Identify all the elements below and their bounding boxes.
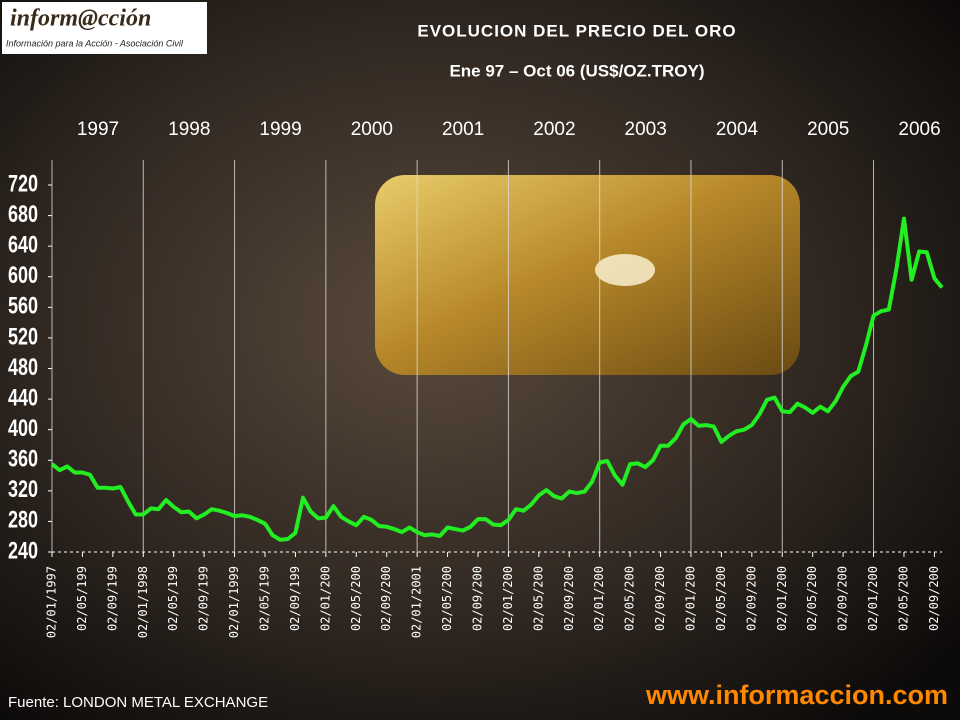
- logo-box: [2, 2, 207, 54]
- year-label: 1997: [77, 119, 119, 140]
- y-tick-label: 640: [8, 232, 38, 258]
- y-tick-label: 600: [8, 263, 38, 289]
- x-tick-label: 02/09/199: [197, 566, 211, 631]
- x-tick-label: 02/01/200: [683, 566, 697, 631]
- gold-bar: [375, 175, 800, 375]
- x-tick-label: 02/09/199: [105, 566, 119, 631]
- y-tick-label: 680: [8, 202, 38, 228]
- x-tick-label: 02/09/200: [379, 566, 393, 631]
- x-tick-label: 02/09/199: [288, 566, 302, 631]
- y-tick-label: 720: [8, 171, 38, 197]
- logo-title: inform@cción: [10, 6, 151, 32]
- x-tick-label: 02/01/200: [318, 566, 332, 631]
- x-tick-label: 02/01/200: [501, 566, 515, 631]
- x-tick-label: 02/05/200: [805, 566, 819, 631]
- x-tick-label: 02/05/200: [531, 566, 545, 631]
- x-tick-label: 02/09/200: [653, 566, 667, 631]
- x-tick-label: 02/09/200: [927, 566, 941, 631]
- year-label: 1999: [259, 119, 301, 140]
- x-tick-label: 02/09/200: [744, 566, 758, 631]
- y-tick-label: 480: [8, 354, 38, 380]
- year-label: 2006: [898, 119, 940, 140]
- logo-subtitle: Información para la Acción - Asociación …: [6, 38, 184, 48]
- x-tick-label: 02/09/200: [470, 566, 484, 631]
- year-label: 2004: [716, 119, 759, 140]
- price-line: [50, 216, 944, 542]
- x-tick-label: 02/05/200: [440, 566, 454, 631]
- year-label: 2000: [351, 119, 393, 140]
- year-label: 2002: [533, 119, 575, 140]
- y-tick-label: 280: [8, 507, 38, 533]
- x-tick-label: 02/09/200: [562, 566, 576, 631]
- x-tick-label: 02/01/2001: [410, 566, 424, 638]
- x-tick-label: 02/01/200: [866, 566, 880, 631]
- x-tick-label: 02/01/1997: [45, 566, 59, 638]
- y-tick-label: 240: [8, 538, 38, 564]
- chart-title: EVOLUCION DEL PRECIO DEL ORO: [417, 21, 736, 40]
- y-tick-label: 520: [8, 324, 38, 350]
- year-label: 1998: [168, 119, 210, 140]
- y-tick-label: 320: [8, 477, 38, 503]
- x-tick-label: 02/05/200: [714, 566, 728, 631]
- url: www.informaccion.com: [645, 680, 948, 710]
- x-tick-label: 02/05/199: [75, 566, 89, 631]
- year-label: 2003: [625, 119, 667, 140]
- gold-shine: [595, 254, 655, 286]
- y-tick-label: 560: [8, 293, 38, 319]
- x-tick-label: 02/01/200: [775, 566, 789, 631]
- x-tick-label: 02/05/200: [623, 566, 637, 631]
- y-tick-label: 400: [8, 416, 38, 442]
- y-tick-label: 440: [8, 385, 38, 411]
- year-label: 2005: [807, 119, 849, 140]
- x-tick-label: 02/05/199: [257, 566, 271, 631]
- year-label: 2001: [442, 119, 484, 140]
- source: Fuente: LONDON METAL EXCHANGE: [8, 694, 268, 711]
- x-tick-label: 02/05/200: [896, 566, 910, 631]
- x-tick-label: 02/05/199: [166, 566, 180, 631]
- x-tick-label: 02/01/200: [592, 566, 606, 631]
- chart-subtitle: Ene 97 – Oct 06 (US$/OZ.TROY): [449, 61, 704, 80]
- x-tick-label: 02/09/200: [836, 566, 850, 631]
- x-tick-label: 02/01/1998: [136, 566, 150, 638]
- y-tick-label: 360: [8, 446, 38, 472]
- x-tick-label: 02/05/200: [349, 566, 363, 631]
- x-tick-label: 02/01/1999: [227, 566, 241, 638]
